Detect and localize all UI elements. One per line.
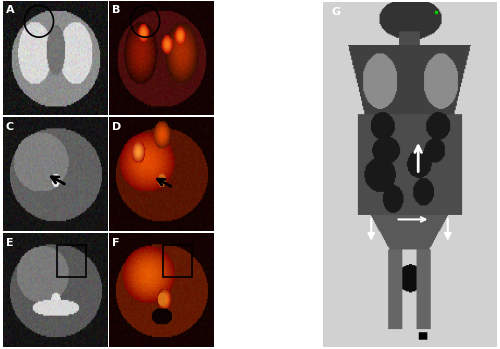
Text: A: A <box>6 5 14 15</box>
Text: C: C <box>6 121 14 132</box>
Bar <box>163 245 192 276</box>
Bar <box>56 245 86 276</box>
Text: B: B <box>112 5 120 15</box>
Text: E: E <box>6 238 13 248</box>
Text: G: G <box>331 7 340 17</box>
Text: D: D <box>112 121 121 132</box>
Text: F: F <box>112 238 120 248</box>
